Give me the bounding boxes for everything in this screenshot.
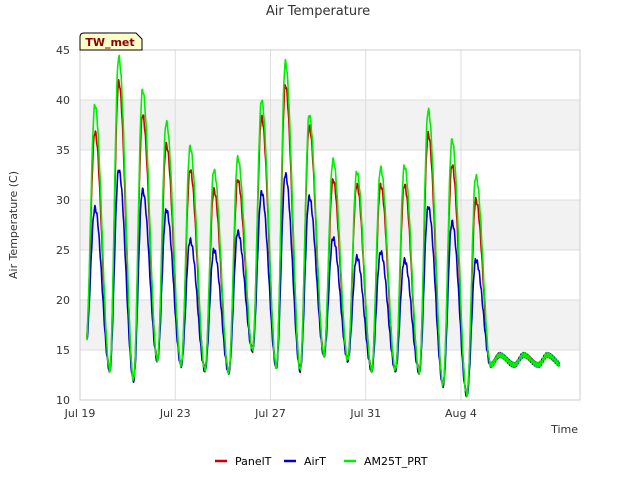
y-tick-label: 35 — [56, 144, 70, 157]
x-tick-label: Jul 19 — [64, 407, 96, 420]
x-tick-label: Jul 23 — [159, 407, 191, 420]
legend: PanelT AirT AM25T_PRT — [215, 455, 428, 468]
x-tick-label: Jul 31 — [349, 407, 381, 420]
plot-frame — [79, 49, 581, 401]
y-tick-label: 20 — [56, 294, 70, 307]
y-tick-label: 40 — [56, 94, 70, 107]
x-axis-label: Time — [550, 423, 578, 436]
y-tick-label: 45 — [56, 44, 70, 57]
plot-band — [80, 100, 580, 150]
station-tag: TW_met — [79, 32, 143, 51]
plot-band — [80, 300, 580, 350]
x-tick-label: Aug 4 — [445, 407, 477, 420]
station-tag-label: TW_met — [85, 36, 134, 49]
station-tag-shape — [79, 32, 143, 51]
y-tick-label: 10 — [56, 394, 70, 407]
y-axis-label: Air Temperature (C) — [7, 171, 20, 279]
plot-area: 10 15 20 25 30 35 40 45 Jul 19 Jul 23 Jul 27 Jul 31… — [56, 44, 581, 420]
series-line-am25t_prt — [86, 54, 560, 398]
legend-label-airt: AirT — [304, 455, 326, 468]
x-tick-label: Jul 27 — [254, 407, 286, 420]
legend-label-panelt: PanelT — [235, 455, 272, 468]
y-tick-label: 30 — [56, 194, 70, 207]
y-tick-label: 15 — [56, 344, 70, 357]
y-tick-label: 25 — [56, 244, 70, 257]
chart-title: Air Temperature — [266, 4, 370, 19]
legend-label-am25t_prt: AM25T_PRT — [364, 455, 428, 468]
